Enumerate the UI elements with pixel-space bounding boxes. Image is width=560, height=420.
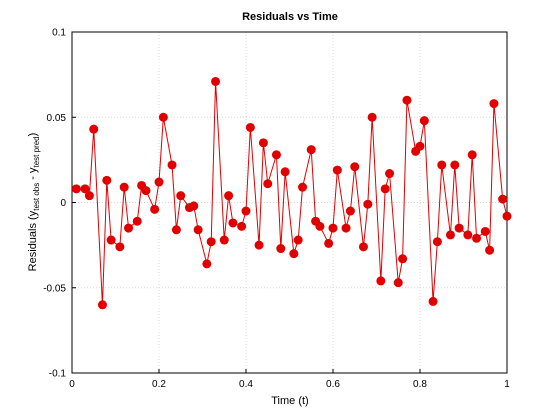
point — [211, 76, 221, 86]
point — [280, 167, 290, 177]
point — [97, 300, 107, 310]
point — [237, 221, 247, 231]
point — [328, 223, 338, 233]
point — [154, 177, 164, 187]
point — [467, 150, 477, 160]
point — [315, 221, 325, 231]
x-tick-label: 0.8 — [413, 379, 427, 390]
point — [489, 99, 499, 109]
point — [224, 191, 234, 201]
point — [219, 235, 229, 245]
x-axis-label: Time (t) — [271, 395, 308, 407]
y-tick-label: 0.1 — [52, 28, 66, 39]
y-axis-label: Residuals (ytest obs - ytest pred) — [27, 133, 41, 272]
y-tick-label: 0.05 — [47, 113, 67, 124]
point — [419, 116, 429, 126]
point — [293, 235, 303, 245]
point — [263, 179, 273, 189]
y-label-sub: test obs — [32, 183, 41, 211]
point — [358, 242, 368, 252]
point — [367, 112, 377, 122]
x-tick-label: 0.6 — [326, 379, 340, 390]
point — [276, 244, 286, 254]
point — [363, 199, 373, 209]
point — [380, 184, 390, 194]
plot-frame — [71, 31, 508, 374]
point — [498, 194, 508, 204]
y-tick-label: -0.1 — [49, 369, 67, 380]
point — [206, 237, 216, 247]
x-tick-label: 0.2 — [152, 379, 166, 390]
point — [332, 165, 342, 175]
point — [158, 112, 168, 122]
point — [254, 240, 264, 250]
point — [132, 216, 142, 226]
point — [119, 182, 129, 192]
y-tick-label: -0.05 — [43, 283, 66, 294]
point — [324, 238, 334, 248]
x-tick-label: 0 — [69, 379, 75, 390]
point — [398, 254, 408, 264]
y-label-sub: test pred — [32, 136, 41, 167]
point — [393, 278, 403, 288]
point — [141, 186, 151, 196]
point — [472, 233, 482, 243]
point — [306, 145, 316, 155]
point — [80, 184, 90, 194]
point — [376, 276, 386, 286]
point — [167, 160, 177, 170]
point — [84, 191, 94, 201]
x-tick-label: 1 — [504, 379, 510, 390]
chart-title: Residuals vs Time — [242, 11, 338, 23]
point — [124, 223, 134, 233]
y-label-part: ) — [27, 133, 39, 137]
point — [428, 296, 438, 306]
point — [189, 201, 199, 211]
point — [485, 245, 495, 255]
point — [289, 249, 299, 259]
point — [454, 223, 464, 233]
point — [202, 259, 212, 269]
point — [350, 162, 360, 172]
point — [298, 182, 308, 192]
point — [150, 204, 160, 214]
point — [402, 95, 412, 105]
point — [106, 235, 116, 245]
point — [176, 191, 186, 201]
point — [271, 150, 281, 160]
point — [445, 230, 455, 240]
point — [415, 141, 425, 151]
point — [480, 226, 490, 236]
point — [437, 160, 447, 170]
point — [115, 242, 125, 252]
point — [171, 225, 181, 235]
point — [450, 160, 460, 170]
y-tick-label: 0 — [60, 198, 66, 209]
point — [241, 206, 251, 216]
x-tick-label: 0.4 — [239, 379, 253, 390]
point — [193, 225, 203, 235]
point — [102, 175, 112, 185]
point — [502, 211, 512, 221]
point — [341, 223, 351, 233]
y-label-part: Residuals (y — [27, 210, 39, 271]
point — [258, 138, 268, 148]
point — [345, 206, 355, 216]
point — [71, 184, 81, 194]
point — [385, 169, 395, 179]
y-label-part: - y — [27, 167, 39, 183]
point — [228, 218, 238, 228]
point — [245, 122, 255, 132]
point — [463, 230, 473, 240]
point — [89, 124, 99, 134]
point — [432, 237, 442, 247]
